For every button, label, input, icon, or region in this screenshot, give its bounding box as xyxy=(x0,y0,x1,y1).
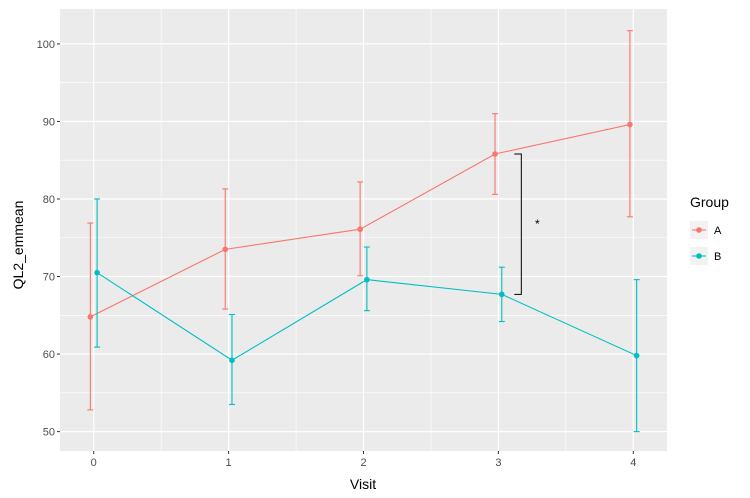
x-tick-label: 1 xyxy=(226,457,232,469)
significance-label: * xyxy=(535,217,540,231)
legend-label: A xyxy=(714,225,722,237)
data-point-B xyxy=(229,357,235,364)
x-tick-label: 2 xyxy=(360,457,366,469)
x-axis-title: Visit xyxy=(350,476,376,492)
data-point-A xyxy=(627,121,633,128)
y-tick-label: 100 xyxy=(37,39,55,51)
data-point-A xyxy=(492,151,498,157)
legend-item-B: B xyxy=(690,247,721,265)
series-B xyxy=(94,198,640,433)
y-tick-label: 50 xyxy=(43,427,55,439)
x-axis-ticks: 0 1 2 3 4 xyxy=(91,451,636,469)
series-A xyxy=(87,30,633,411)
annotation-layer: * xyxy=(514,153,540,295)
series-layer xyxy=(87,30,640,433)
legend-item-A: A xyxy=(690,221,722,239)
legend-key-point xyxy=(696,227,702,233)
data-point-B xyxy=(364,276,370,283)
x-tick-label: 4 xyxy=(630,457,636,469)
y-tick-label: 90 xyxy=(43,116,55,128)
data-point-A xyxy=(357,226,363,233)
data-point-B xyxy=(94,269,100,276)
data-point-B xyxy=(633,352,640,359)
y-axis-title: QL2_emmean xyxy=(10,201,26,290)
x-tick-label: 0 xyxy=(91,457,97,469)
data-point-A xyxy=(87,314,94,320)
legend: Group AB xyxy=(690,194,729,265)
major-gridlines xyxy=(60,9,667,451)
legend-key-point xyxy=(696,253,702,259)
y-tick-label: 70 xyxy=(43,272,55,284)
legend-items: AB xyxy=(690,221,722,265)
y-tick-label: 60 xyxy=(43,349,55,361)
legend-label: B xyxy=(714,251,721,263)
y-tick-label: 80 xyxy=(43,194,55,206)
x-tick-label: 3 xyxy=(495,457,501,469)
data-point-A xyxy=(222,246,229,253)
significance-bracket xyxy=(514,153,522,295)
legend-title: Group xyxy=(690,194,729,210)
data-point-B xyxy=(498,291,505,298)
y-axis-ticks: 50 60 70 80 90 100 xyxy=(37,39,60,439)
